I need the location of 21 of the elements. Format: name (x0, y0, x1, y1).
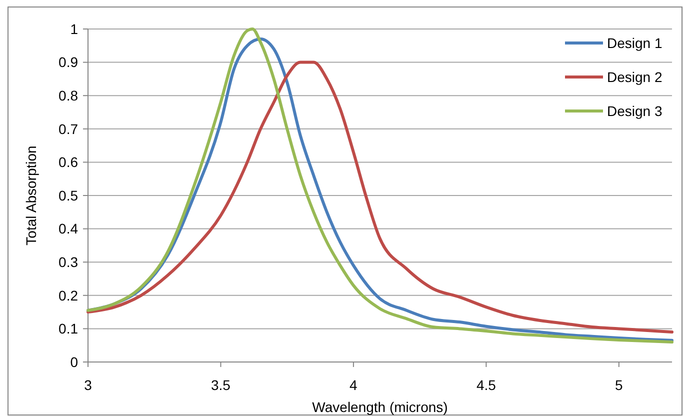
y-tick-label: 0.8 (58, 88, 78, 104)
y-tick-label: 0.3 (58, 254, 78, 270)
y-tick-label: 0.2 (58, 287, 78, 304)
y-tick-label: 0 (70, 354, 78, 370)
y-tick-label: 0.5 (58, 187, 78, 204)
y-tick-label: 0.9 (58, 54, 78, 70)
x-tick-label: 3 (84, 377, 92, 393)
x-axis-title: Wavelength (microns) (312, 399, 448, 415)
y-tick-label: 1 (70, 20, 78, 37)
x-tick-label: 3.5 (210, 377, 231, 393)
y-tick-label: 0.6 (58, 154, 78, 170)
x-tick-label: 4.5 (476, 377, 496, 393)
y-tick-label: 0.4 (58, 220, 78, 237)
y-tick-label: 0.7 (58, 120, 78, 137)
x-tick-label: 5 (615, 377, 624, 393)
legend-label: Design 2 (607, 68, 662, 85)
y-axis-title: Total Absorption (23, 146, 39, 246)
x-tick-label: 4 (350, 377, 358, 393)
legend-label: Design 1 (607, 34, 662, 51)
y-tick-label: 0.1 (58, 320, 78, 337)
legend-label: Design 3 (607, 102, 662, 119)
